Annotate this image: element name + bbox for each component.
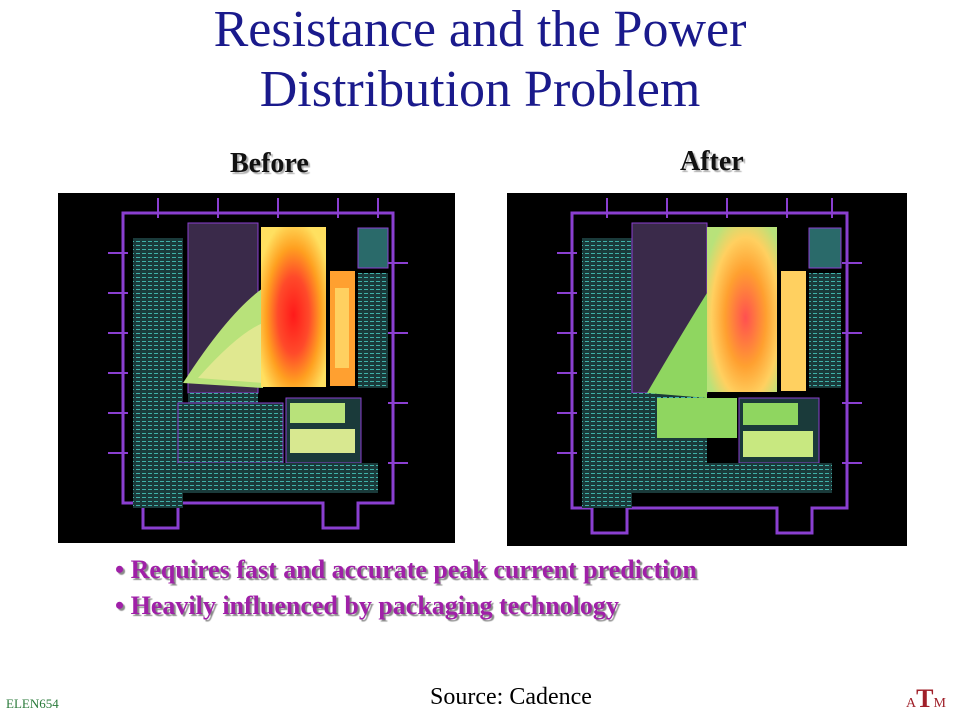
source-credit: Source: Cadence (430, 684, 592, 710)
after-chip-image (507, 193, 907, 546)
title-line-2: Distribution Problem (259, 61, 701, 118)
atm-logo: ATM (906, 684, 946, 713)
bullet-item: • Requires fast and accurate peak curren… (115, 555, 697, 584)
bullet-item: • Heavily influenced by packaging techno… (115, 591, 619, 620)
before-label: Before (230, 148, 309, 179)
course-label: ELEN654 (6, 696, 59, 711)
bullet-list: • Requires fast and accurate peak curren… (115, 552, 875, 624)
slide-title: Resistance and the Power Distribution Pr… (0, 0, 960, 120)
title-line-1: Resistance and the Power (213, 1, 747, 58)
after-label: After (680, 146, 744, 177)
before-chip-image (58, 193, 455, 543)
